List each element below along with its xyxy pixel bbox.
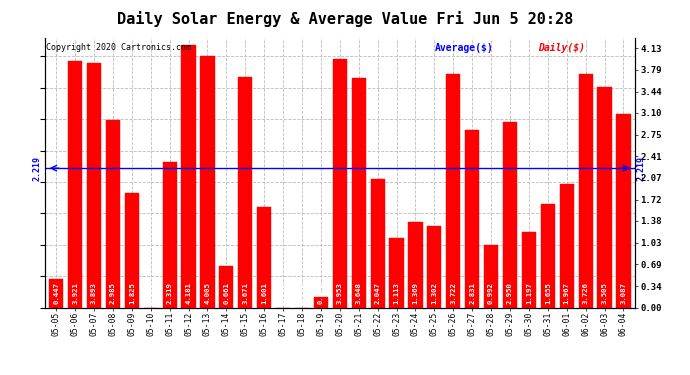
Text: 2.831: 2.831 xyxy=(469,282,475,304)
Text: 3.087: 3.087 xyxy=(620,282,627,304)
Text: 3.921: 3.921 xyxy=(72,282,78,304)
Bar xyxy=(238,77,253,308)
Bar xyxy=(333,59,347,308)
Text: Daily Solar Energy & Average Value Fri Jun 5 20:28: Daily Solar Energy & Average Value Fri J… xyxy=(117,11,573,27)
Bar xyxy=(181,45,196,308)
Text: 2.219: 2.219 xyxy=(637,156,646,181)
Text: 1.825: 1.825 xyxy=(129,282,135,304)
Text: 1.369: 1.369 xyxy=(413,282,418,304)
Text: 1.197: 1.197 xyxy=(526,282,532,304)
Text: 0.992: 0.992 xyxy=(488,282,494,304)
Text: 3.893: 3.893 xyxy=(91,282,97,304)
Text: 0.000: 0.000 xyxy=(280,282,286,304)
Text: 0.173: 0.173 xyxy=(318,282,324,304)
Text: 3.953: 3.953 xyxy=(337,282,343,304)
Text: 4.181: 4.181 xyxy=(186,282,192,304)
Bar xyxy=(427,226,442,308)
Text: 2.985: 2.985 xyxy=(110,282,116,304)
Bar xyxy=(465,130,480,308)
Bar xyxy=(125,193,139,308)
Bar xyxy=(200,56,215,308)
Text: 0.000: 0.000 xyxy=(148,282,154,304)
Bar xyxy=(541,204,555,308)
Text: 2.319: 2.319 xyxy=(167,282,172,304)
Bar xyxy=(522,232,536,308)
Text: 1.967: 1.967 xyxy=(564,282,570,304)
Bar xyxy=(484,245,498,308)
Bar xyxy=(87,63,101,308)
Bar xyxy=(503,122,517,308)
Text: 1.302: 1.302 xyxy=(431,282,437,304)
Text: 3.648: 3.648 xyxy=(356,282,362,304)
Bar xyxy=(352,78,366,308)
Text: 3.726: 3.726 xyxy=(582,282,589,304)
Bar xyxy=(257,207,271,308)
Text: 1.113: 1.113 xyxy=(393,282,400,304)
Text: Copyright 2020 Cartronics.com: Copyright 2020 Cartronics.com xyxy=(46,43,191,52)
Bar xyxy=(219,266,233,308)
Text: 0.447: 0.447 xyxy=(53,282,59,304)
Text: Daily($): Daily($) xyxy=(538,43,585,53)
Text: 3.505: 3.505 xyxy=(602,282,608,304)
Text: 3.671: 3.671 xyxy=(242,282,248,304)
Bar xyxy=(389,238,404,308)
Bar xyxy=(598,87,611,308)
Bar xyxy=(578,74,593,308)
Bar xyxy=(68,61,82,308)
Bar xyxy=(106,120,120,308)
Text: 0.661: 0.661 xyxy=(224,282,229,304)
Bar xyxy=(560,184,574,308)
Text: 0.000: 0.000 xyxy=(299,282,305,304)
Bar xyxy=(163,162,177,308)
Text: 2.950: 2.950 xyxy=(507,282,513,304)
Bar xyxy=(408,222,422,308)
Text: 2.219: 2.219 xyxy=(32,156,41,181)
Bar xyxy=(616,114,631,308)
Text: Average($): Average($) xyxy=(435,43,493,53)
Text: 2.047: 2.047 xyxy=(375,282,381,304)
Bar xyxy=(314,297,328,307)
Text: 1.601: 1.601 xyxy=(262,282,267,304)
Text: 3.722: 3.722 xyxy=(451,282,456,304)
Text: 4.005: 4.005 xyxy=(204,282,210,304)
Bar xyxy=(371,179,385,308)
Text: 1.655: 1.655 xyxy=(545,282,551,304)
Bar xyxy=(49,279,63,308)
Bar xyxy=(446,74,460,308)
